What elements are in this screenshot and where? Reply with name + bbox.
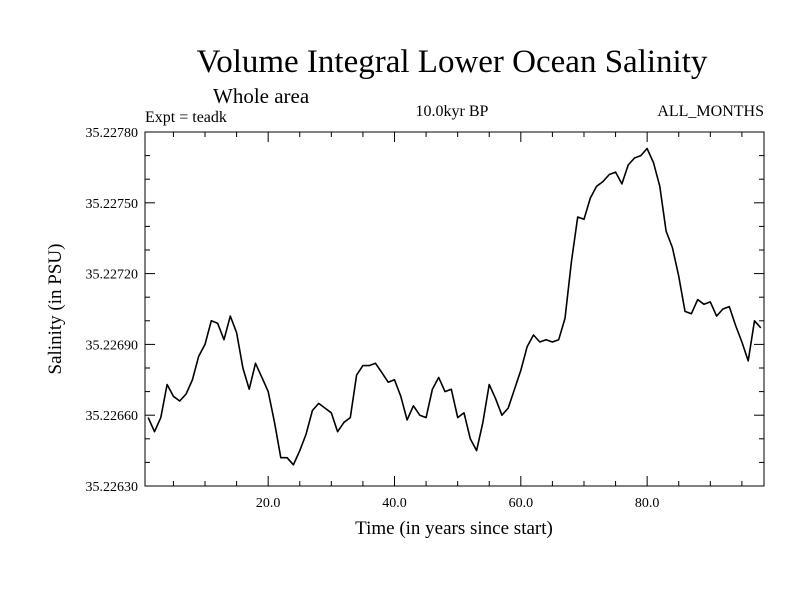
- y-tick-label: 35.22750: [86, 197, 139, 212]
- chart-subtitle: Whole area: [213, 84, 310, 108]
- x-tick-labels: 20.0 40.0 60.0 80.0: [256, 496, 659, 511]
- y-tick-label: 35.22780: [86, 126, 139, 141]
- y-tick-label: 35.22720: [86, 268, 139, 283]
- x-tick-label: 80.0: [635, 496, 660, 511]
- tick-marks: [145, 131, 764, 487]
- plot-frame: [144, 131, 765, 487]
- y-axis-label: Salinity (in PSU): [45, 244, 66, 375]
- x-tick-label: 20.0: [256, 496, 281, 511]
- months-label: ALL_MONTHS: [657, 103, 764, 120]
- x-axis-label: Time (in years since start): [355, 518, 553, 539]
- y-tick-label: 35.22630: [86, 480, 139, 495]
- salinity-series-line: [147, 147, 762, 466]
- x-tick-label: 40.0: [382, 496, 407, 511]
- period-label: 10.0kyr BP: [416, 103, 489, 120]
- y-tick-labels: 35.22630 35.22660 35.22690 35.22720 35.22750…: [86, 126, 139, 495]
- experiment-label: Expt = teadk: [145, 109, 227, 126]
- y-tick-label: 35.22660: [86, 409, 139, 424]
- y-tick-label: 35.22690: [86, 338, 139, 353]
- x-tick-label: 60.0: [509, 496, 534, 511]
- chart-title: Volume Integral Lower Ocean Salinity: [197, 44, 708, 80]
